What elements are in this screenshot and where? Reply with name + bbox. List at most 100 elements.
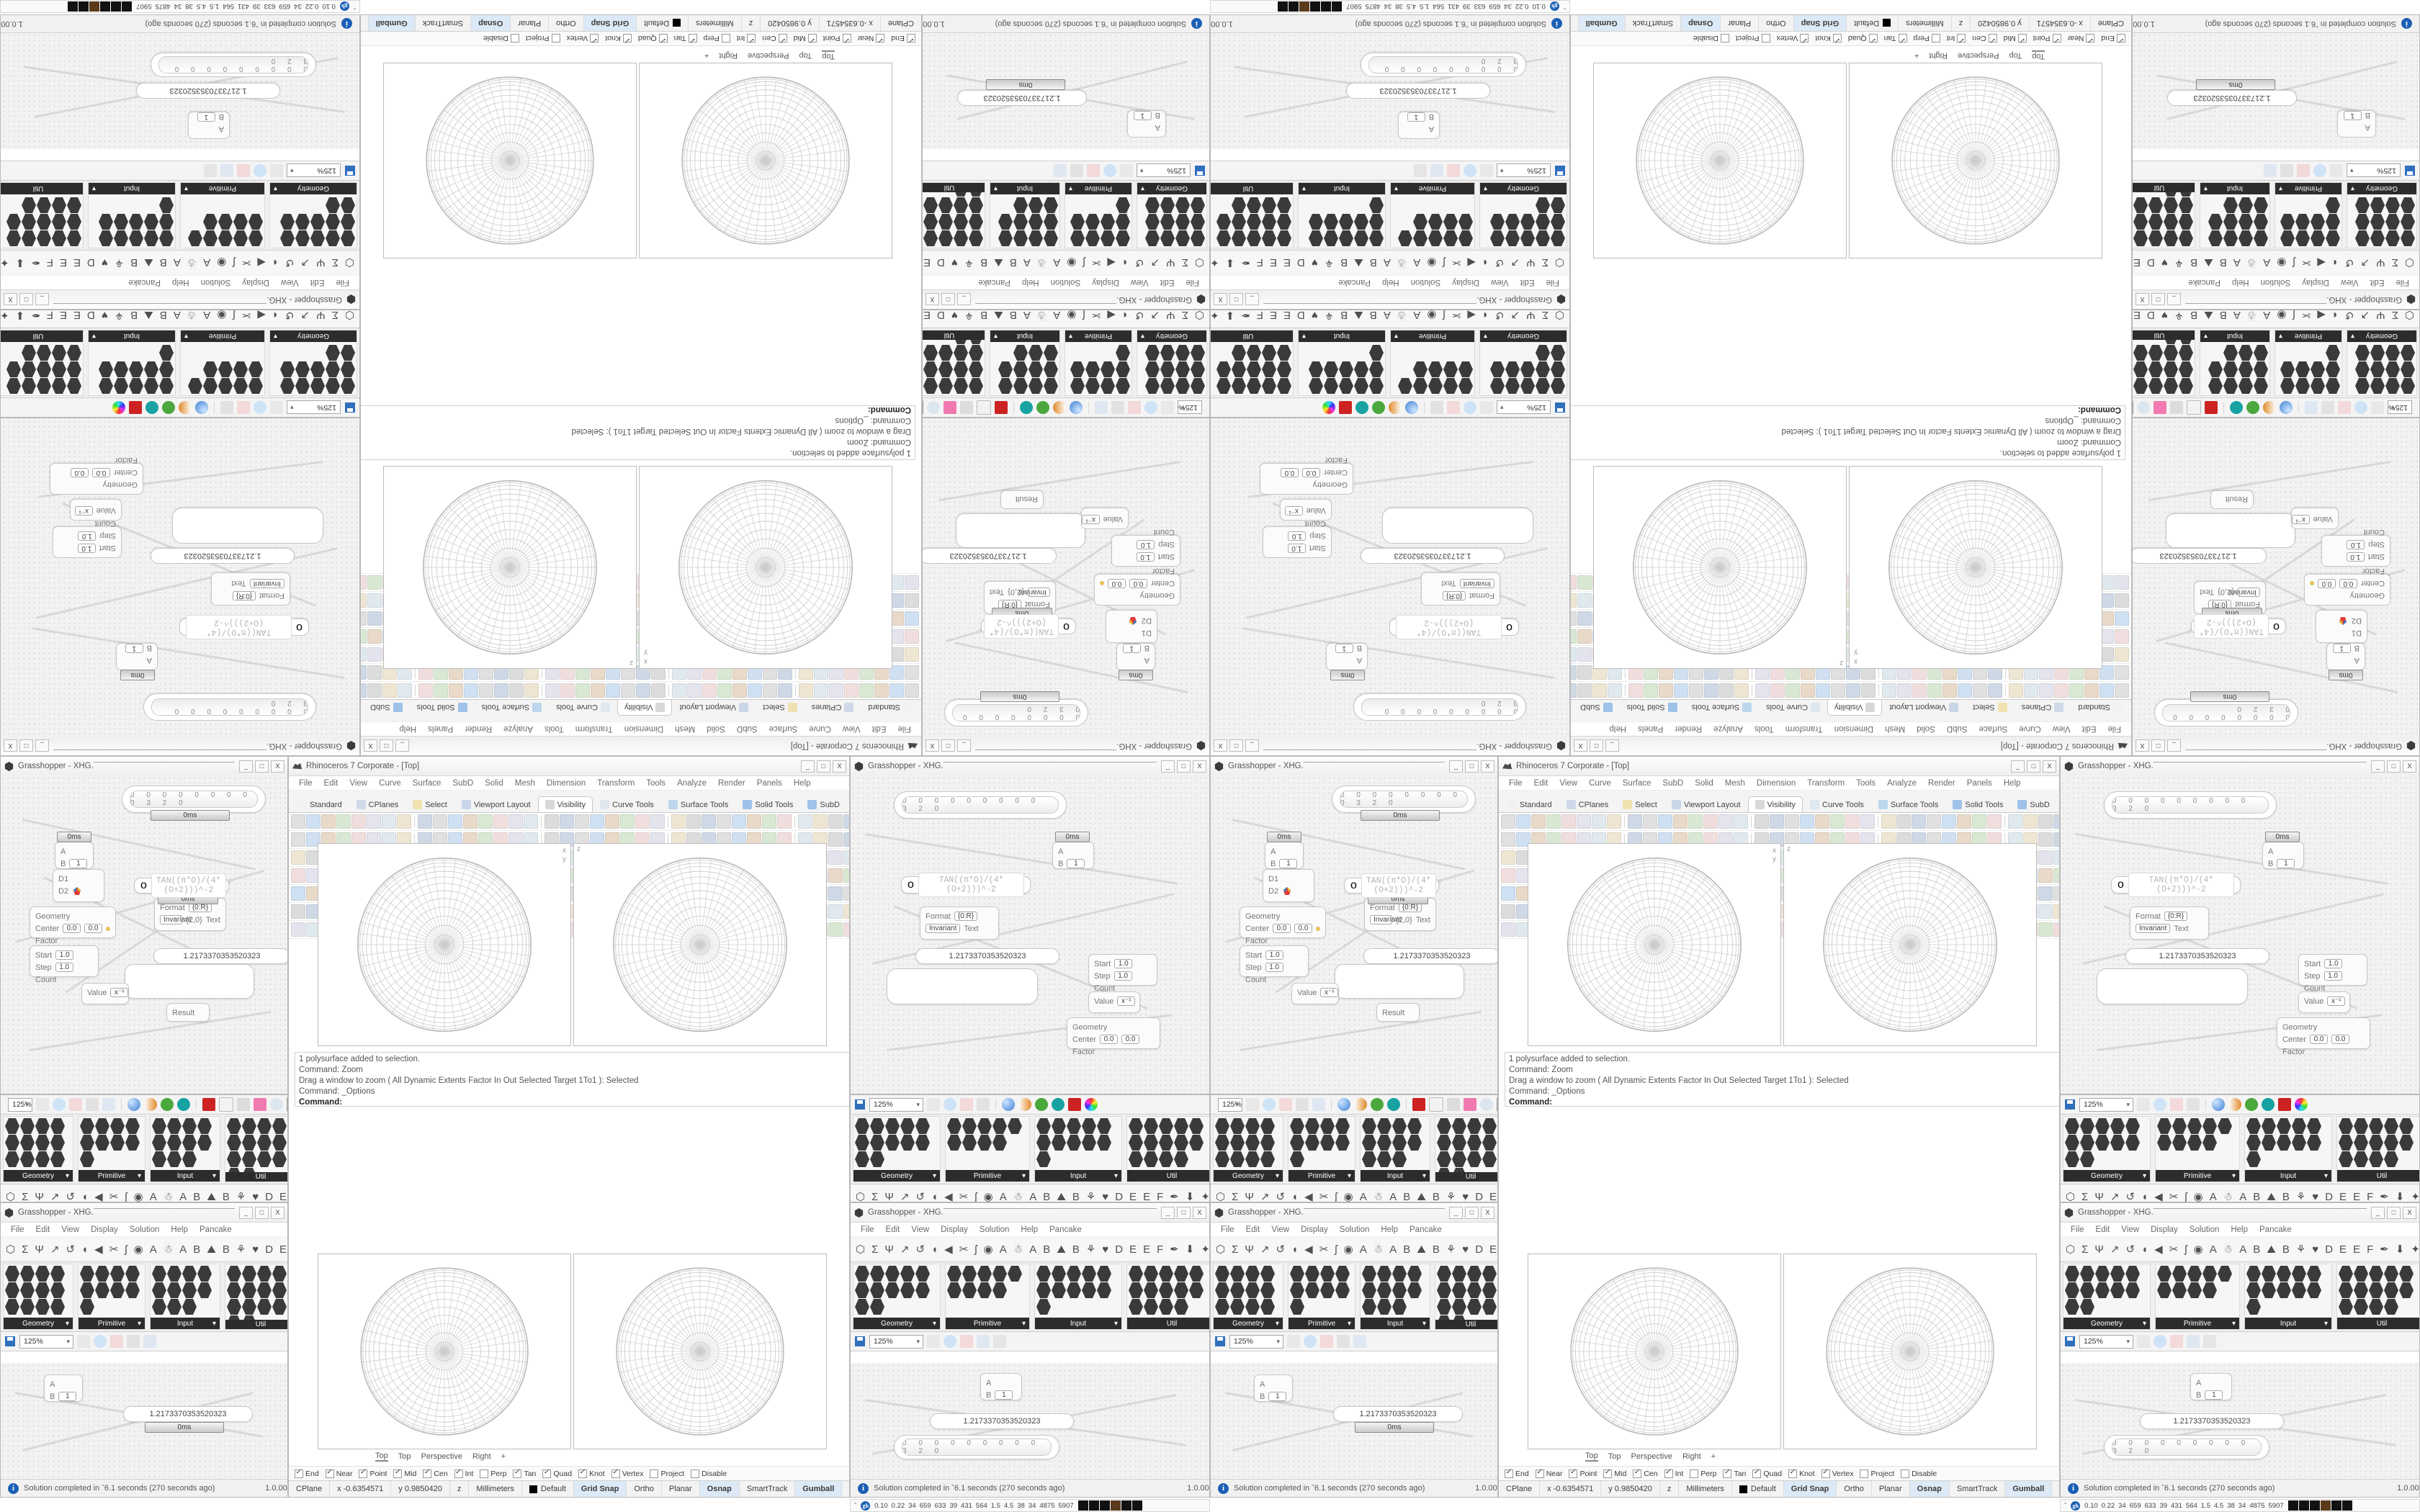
- gh-component-icon[interactable]: [2164, 214, 2178, 230]
- reciprocal-symbol[interactable]: x⁻¹: [1284, 506, 1303, 516]
- gh-component-icon[interactable]: [280, 361, 295, 377]
- gh-ribbon-tab-24[interactable]: ✦: [1, 310, 9, 321]
- viewport-tabs[interactable]: Top Top Perspective Right +: [368, 1449, 513, 1464]
- gh-toolbar[interactable]: 125%: [1211, 1095, 1497, 1115]
- draw-icon[interactable]: [960, 1098, 973, 1111]
- gh-component-icon[interactable]: [2218, 1266, 2232, 1282]
- gh-component-icon[interactable]: [1354, 230, 1368, 246]
- gh-component-icon[interactable]: [954, 345, 968, 361]
- gh-ribbon-tab-2[interactable]: Ψ: [884, 1243, 894, 1256]
- window-controls[interactable]: _ □ X: [239, 760, 284, 773]
- gh-panel-icons[interactable]: [2063, 1264, 2150, 1318]
- gh-ribbon-tab-19[interactable]: E: [923, 256, 931, 269]
- window-controls[interactable]: _ □ X: [2136, 293, 2181, 306]
- gh-component-icon[interactable]: [1245, 1282, 1260, 1298]
- gh-panel-primitive[interactable]: Primitive: [180, 330, 265, 396]
- window-controls[interactable]: _ □ X: [1449, 1206, 1494, 1219]
- close-button[interactable]: X: [1214, 293, 1227, 306]
- rhino-menu-mesh[interactable]: Mesh: [1724, 778, 1745, 788]
- gh-ribbon-tab-2[interactable]: Ψ: [316, 310, 326, 322]
- osnap-project[interactable]: Project: [650, 1470, 684, 1478]
- gh-component-icon[interactable]: [1407, 1282, 1422, 1298]
- gh-component-icon[interactable]: [326, 214, 340, 230]
- gh-component-icon[interactable]: [2179, 340, 2193, 344]
- toolbar-icon[interactable]: [889, 683, 904, 698]
- gh-ribbon-tab-13[interactable]: B: [1009, 310, 1017, 322]
- gh-panel-icons[interactable]: [2337, 1264, 2419, 1318]
- gh-ribbon-tab-18[interactable]: D: [86, 310, 95, 322]
- gh-ribbon-tab-17[interactable]: ♥: [1311, 256, 1318, 269]
- gh-panel-label[interactable]: Util: [225, 1320, 287, 1329]
- status-toggle-planar[interactable]: Planar: [510, 15, 549, 31]
- gh-component-icon[interactable]: [1160, 214, 1175, 230]
- gh-ribbon-tab-5[interactable]: ◖: [272, 256, 279, 269]
- gh-component-icon[interactable]: [2246, 1118, 2261, 1134]
- checkbox-icon[interactable]: [480, 1470, 489, 1478]
- checkbox-icon[interactable]: [1603, 1468, 1613, 1478]
- gh-panel-label[interactable]: Input: [151, 1318, 220, 1329]
- toolbar-icon[interactable]: [1942, 683, 1957, 698]
- gh-ribbon-tab-10[interactable]: A: [1359, 1190, 1367, 1202]
- rhino-menu-panels[interactable]: Panels: [756, 778, 782, 788]
- grasshopper-window-upper[interactable]: Grasshopper - XHG.⎺⎺⎺⎺⎺⎺⎺⎺⎺⎺⎺⎺⎺⎺⎺⎺⎺⎺⎺⎺⎺⎺…: [1210, 756, 1498, 1094]
- gh-component-icon[interactable]: [1437, 1151, 1451, 1167]
- grasshopper-ribbon-upper[interactable]: 125%: [1210, 1094, 1498, 1202]
- osnap-mid[interactable]: Mid: [393, 1468, 416, 1478]
- gh-menu-display[interactable]: Display: [2302, 278, 2329, 287]
- gh-panel-util[interactable]: Util: [923, 330, 985, 396]
- gh-ribbon-tab-9[interactable]: ◉: [1343, 1243, 1353, 1256]
- gh-ribbon-tab-11[interactable]: ☃: [1373, 1243, 1384, 1256]
- toolbar-icon[interactable]: [1815, 814, 1829, 829]
- deconstruct-component[interactable]: D1 D2: [53, 869, 104, 902]
- osnap-toolbar[interactable]: EndNearPointMidCenIntPerpTanQuadKnotVert…: [1570, 31, 2131, 46]
- teal-paint-icon[interactable]: [1355, 401, 1368, 414]
- zoom-level-select[interactable]: 125%: [2079, 1334, 2133, 1349]
- gh-component-icon[interactable]: [218, 378, 233, 394]
- rhino-toolbar-tab-standard[interactable]: Standard: [290, 796, 349, 812]
- gh-component-icon[interactable]: [20, 1266, 35, 1282]
- rhino-menu-solid[interactable]: Solid: [485, 778, 503, 788]
- gh-panel-primitive[interactable]: Primitive: [2275, 330, 2342, 396]
- gh-component-icon[interactable]: [233, 230, 248, 246]
- gh-ribbon-tab-13[interactable]: B: [1009, 256, 1017, 269]
- gh-component-icon[interactable]: [915, 1266, 930, 1282]
- gh-component-icon[interactable]: [326, 378, 340, 394]
- checkbox-icon[interactable]: [842, 34, 851, 42]
- draw-icon[interactable]: [2338, 401, 2352, 414]
- gh-ribbon-tab-17[interactable]: ♥: [1462, 1243, 1469, 1256]
- gh-component-icon[interactable]: [2369, 1299, 2383, 1315]
- gh-component-icon[interactable]: [2080, 1266, 2094, 1282]
- gh-ribbon-tab-6[interactable]: ◀: [2317, 256, 2326, 269]
- gh-menu-solution[interactable]: Solution: [1050, 278, 1081, 287]
- gh-component-icon[interactable]: [2401, 214, 2415, 230]
- toolbar-icon[interactable]: [2024, 683, 2038, 698]
- minimize-button[interactable]: _: [1449, 1206, 1463, 1219]
- gh-component-icon[interactable]: [2172, 1135, 2187, 1151]
- osnap-near[interactable]: Near: [325, 1468, 352, 1478]
- gh-ribbon-tab-4[interactable]: ↺: [2344, 256, 2354, 269]
- checkbox-icon[interactable]: [551, 34, 560, 42]
- close-button[interactable]: X: [2403, 1206, 2416, 1219]
- gh-component-icon[interactable]: [1028, 345, 1043, 361]
- gh-component-icon[interactable]: [1129, 1266, 1143, 1282]
- gh-component-icon[interactable]: [1144, 1135, 1158, 1151]
- gh-component-icon[interactable]: [1551, 378, 1565, 394]
- gh-component-icon[interactable]: [2187, 1135, 2202, 1151]
- start-value[interactable]: 1.0: [55, 950, 74, 960]
- subtraction-component[interactable]: A B 1: [55, 842, 94, 869]
- gh-component-icon[interactable]: [2254, 361, 2268, 377]
- gh-component-icon[interactable]: [855, 1118, 869, 1134]
- gh-component-icon[interactable]: [1290, 1118, 1304, 1134]
- gh-component-icon[interactable]: [2262, 1282, 2276, 1298]
- gh-component-icon[interactable]: [2110, 1135, 2125, 1151]
- gh-panel-icons[interactable]: [1214, 1264, 1283, 1318]
- gh-component-panels-right[interactable]: GeometryPrimitiveInputUtil: [1, 328, 359, 397]
- gh-ribbon-tab-1[interactable]: Σ: [1181, 256, 1188, 269]
- gh-component-icon[interactable]: [1245, 1299, 1260, 1315]
- green-paint-icon[interactable]: [2245, 1098, 2258, 1111]
- rhino-menu-tools[interactable]: Tools: [1754, 724, 1774, 734]
- toolbar-icon[interactable]: [763, 683, 777, 698]
- gh-component-icon[interactable]: [1160, 361, 1175, 377]
- gh-component-icon[interactable]: [20, 1118, 35, 1134]
- gh-component-icon[interactable]: [1036, 1135, 1051, 1151]
